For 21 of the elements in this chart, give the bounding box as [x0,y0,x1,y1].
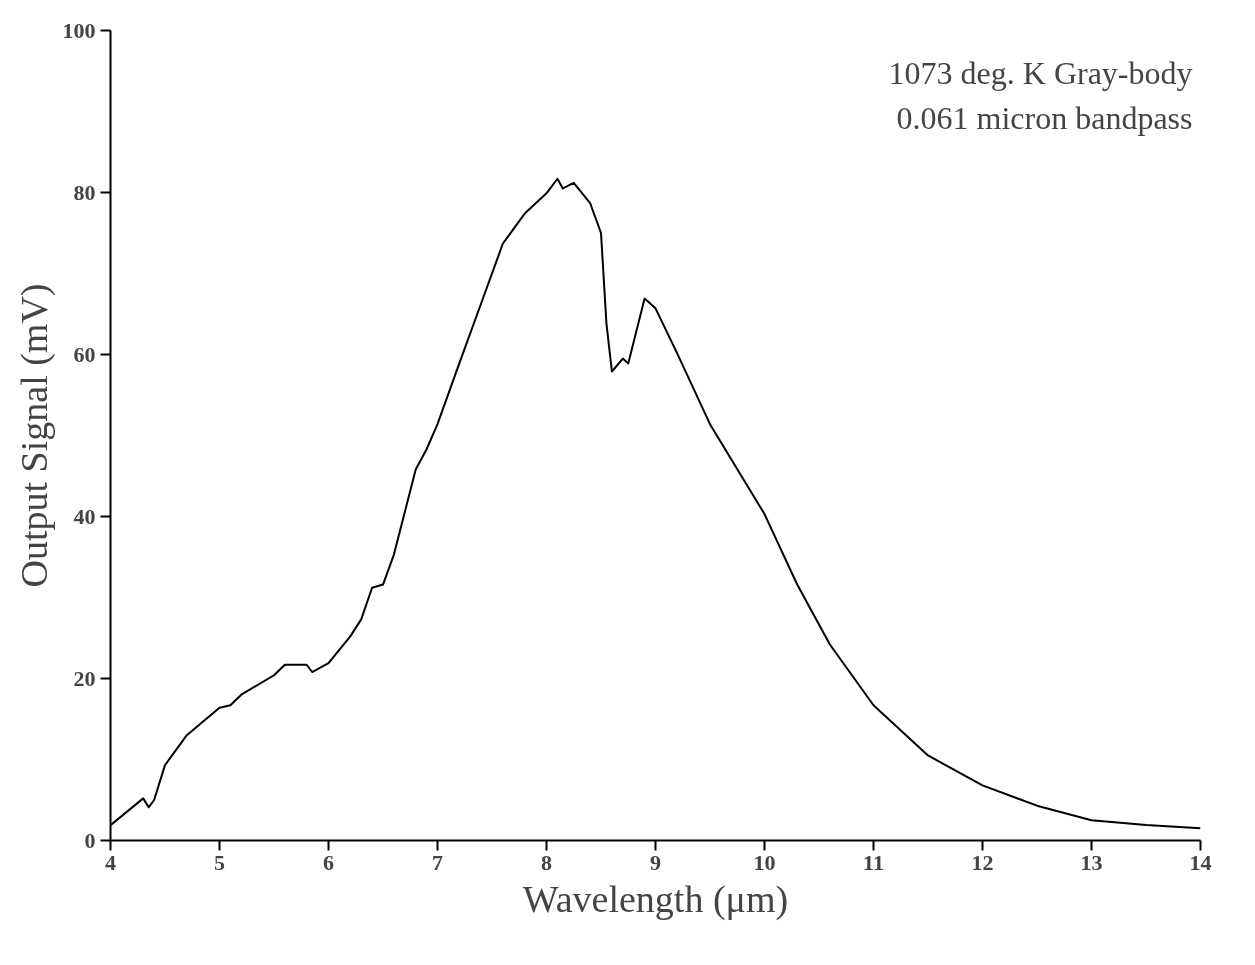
x-tick-label: 12 [971,849,994,875]
x-tick-label: 8 [541,849,552,875]
annotation: 1073 deg. K Gray-body [888,54,1193,91]
y-tick-label: 20 [73,665,96,691]
x-tick-label: 11 [863,849,884,875]
x-tick-label: 10 [753,849,776,875]
y-tick-label: 100 [62,17,96,43]
y-tick-label: 60 [73,341,96,367]
y-tick-label: 80 [73,179,96,205]
x-tick-label: 4 [105,849,116,875]
x-axis-title: Wavelength (μm) [522,877,789,921]
x-tick-label: 9 [650,849,661,875]
x-tick-label: 13 [1080,849,1103,875]
x-tick-label: 5 [214,849,225,875]
y-tick-label: 40 [73,503,96,529]
y-axis-title: Output Signal (mV) [12,283,56,588]
y-tick-label: 0 [84,827,96,853]
x-tick-label: 7 [432,849,443,875]
x-tick-label: 14 [1189,849,1212,875]
x-tick-label: 6 [323,849,334,875]
annotation: 0.061 micron bandpass [896,99,1193,136]
